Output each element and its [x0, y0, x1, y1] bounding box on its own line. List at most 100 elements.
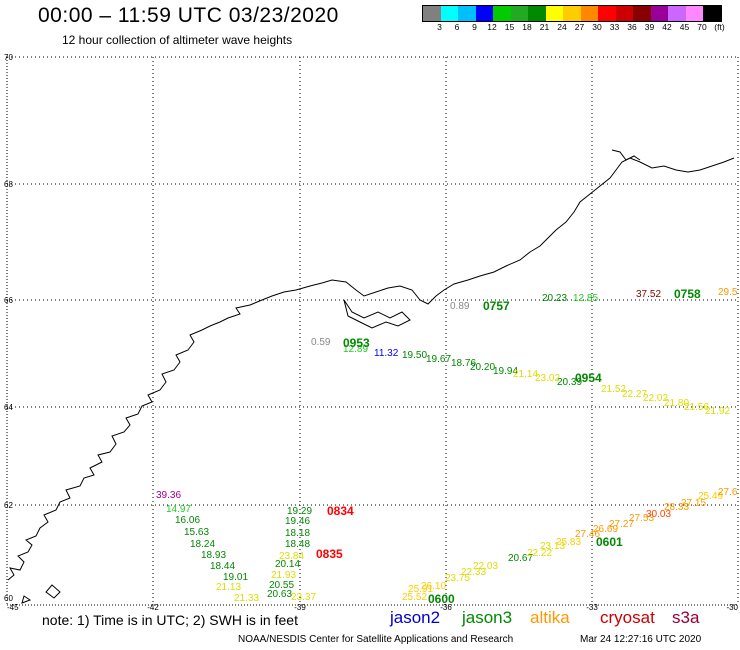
pass-time-label: 0954: [575, 371, 602, 385]
longitude-label: -30: [726, 603, 738, 612]
longitude-label: -42: [147, 603, 159, 612]
mission-s3a: s3a: [672, 608, 700, 627]
wave-height-value: 14.97: [166, 504, 191, 515]
map-title: 00:00 – 11:59 UTC 03/23/2020: [38, 4, 339, 27]
latitude-label: 62: [4, 501, 13, 510]
wave-height-value: 21.33: [234, 593, 259, 604]
wave-height-value: 20.39: [557, 377, 582, 388]
wave-height-value: 0.59: [311, 337, 331, 348]
wave-height-value: 20.23: [542, 293, 567, 304]
wave-height-value: 11.32: [374, 348, 399, 359]
wave-height-value: 22.27: [622, 389, 647, 400]
graticule: [7, 56, 739, 605]
wave-height-value: 22.33: [461, 567, 486, 578]
colorbar-swatch: [580, 6, 598, 21]
wave-height-value: 18.44: [210, 561, 235, 572]
pass-time-label: 0835: [316, 547, 343, 561]
colorbar-swatch: [615, 6, 633, 21]
wave-height-value: 21.13: [216, 582, 241, 593]
colorbar-label: 3: [437, 22, 442, 32]
colorbar-swatch: [440, 6, 458, 21]
wave-height-value: 29.5: [718, 287, 738, 298]
wave-height-value: 19.94: [493, 366, 518, 377]
wave-height-value: 23.13: [540, 541, 565, 552]
wave-height-value: 21.14: [513, 369, 538, 380]
colorbar-swatch: [528, 6, 546, 21]
wave-height-value: 19.29: [287, 506, 312, 517]
colorbar-swatch: [668, 6, 686, 21]
colorbar-label: 39: [644, 22, 655, 32]
wave-height-value: 26.69: [593, 524, 618, 535]
colorbar-swatch: [633, 6, 651, 21]
wave-height-value: 25.91: [408, 584, 433, 595]
latitude-labels: 70 68 66 64 62 60: [4, 53, 13, 603]
wave-height-value: 27.15: [681, 498, 706, 509]
wave-height-value: 28.33: [664, 502, 689, 513]
mission-cryosat: cryosat: [600, 608, 655, 627]
colorbar-swatch: [650, 6, 668, 21]
wave-height-value: 23.02: [535, 373, 560, 384]
pass-time-label: 0758: [674, 287, 701, 301]
coastline: [7, 149, 735, 604]
longitude-labels: -45 -42 -39 -36 -33 -30: [7, 603, 739, 612]
latitude-label: 70: [4, 53, 13, 62]
colorbar-swatch: [458, 6, 476, 21]
colorbar-swatch: [545, 6, 563, 21]
colorbar-label: 6: [454, 22, 460, 32]
wave-height-value: 39.36: [156, 490, 181, 501]
credit-line: NOAA/NESDIS Center for Satellite Applica…: [238, 634, 514, 645]
wave-height-value: 18.93: [201, 550, 226, 561]
colorbar-label: 21: [539, 22, 550, 32]
colorbar-label: 15: [504, 22, 515, 32]
colorbar-label: (ft): [714, 22, 725, 32]
wave-height-value: 22.22: [527, 548, 552, 559]
wave-height-value: 21.56: [684, 402, 709, 413]
wave-height-value: 22.02: [643, 393, 668, 404]
colorbar-labels: 3 6 9 12 15 18 21 24 27 30 33 36 39 42 45 70 (ft): [422, 22, 740, 34]
latitude-label: 60: [4, 594, 13, 603]
pass-time-label: 0834: [327, 504, 354, 518]
wave-height-value: 12.89: [343, 344, 368, 355]
wave-height-value: 18.24: [190, 539, 215, 550]
wave-height-value: 12.85: [573, 293, 598, 304]
longitude-label: -33: [586, 603, 598, 612]
mission-jason3: jason3: [462, 608, 513, 627]
colorbar-label: 18: [522, 22, 532, 32]
wave-height-value: 21.52: [601, 384, 626, 395]
wave-height-value: 27.27: [609, 519, 634, 530]
colorbar-swatch: [510, 6, 528, 21]
colorbar-label: 33: [609, 22, 620, 32]
wave-height-value: 18.18: [285, 528, 310, 539]
latitude-label: 68: [4, 180, 13, 189]
wave-height-value: 19.50: [402, 350, 427, 361]
colorbar-label: 9: [472, 22, 477, 32]
pass-time-labels: 0757 0758 0953 0954 0834 0835 0600 0601: [316, 287, 701, 606]
map-frame: [6, 57, 738, 606]
wave-height-value: 23.37: [291, 592, 316, 603]
wave-height-value: 30.03: [646, 509, 671, 520]
colorbar-label: 12: [487, 22, 497, 32]
colorbar-swatch: [685, 6, 703, 21]
wave-height-value: 16.06: [175, 515, 200, 526]
wave-height-value: 19.46: [285, 516, 310, 527]
map-subtitle: 12 hour collection of altimeter wave hei…: [62, 33, 293, 47]
latitude-label: 66: [4, 296, 13, 305]
wave-height-value: 23.84: [279, 551, 304, 562]
pass-time-label: 0757: [483, 299, 510, 313]
longitude-label: -45: [7, 603, 19, 612]
pass-time-label: 0601: [596, 535, 623, 549]
wave-height-value: 20.63: [267, 589, 292, 600]
colorbar-swatch: [563, 6, 581, 21]
colorbar-label: 36: [627, 22, 637, 32]
wave-height-colorbar: [422, 5, 722, 22]
wave-height-value: 18.48: [285, 539, 310, 550]
colorbar-swatch: [703, 6, 721, 21]
wave-height-value: 27.46: [575, 529, 600, 540]
wave-height-value: 21.92: [705, 406, 730, 417]
wave-height-value: 26.10: [421, 581, 446, 592]
wave-height-value: 25.52: [402, 592, 427, 603]
longitude-label: -39: [294, 603, 306, 612]
colorbar-swatch: [598, 6, 616, 21]
